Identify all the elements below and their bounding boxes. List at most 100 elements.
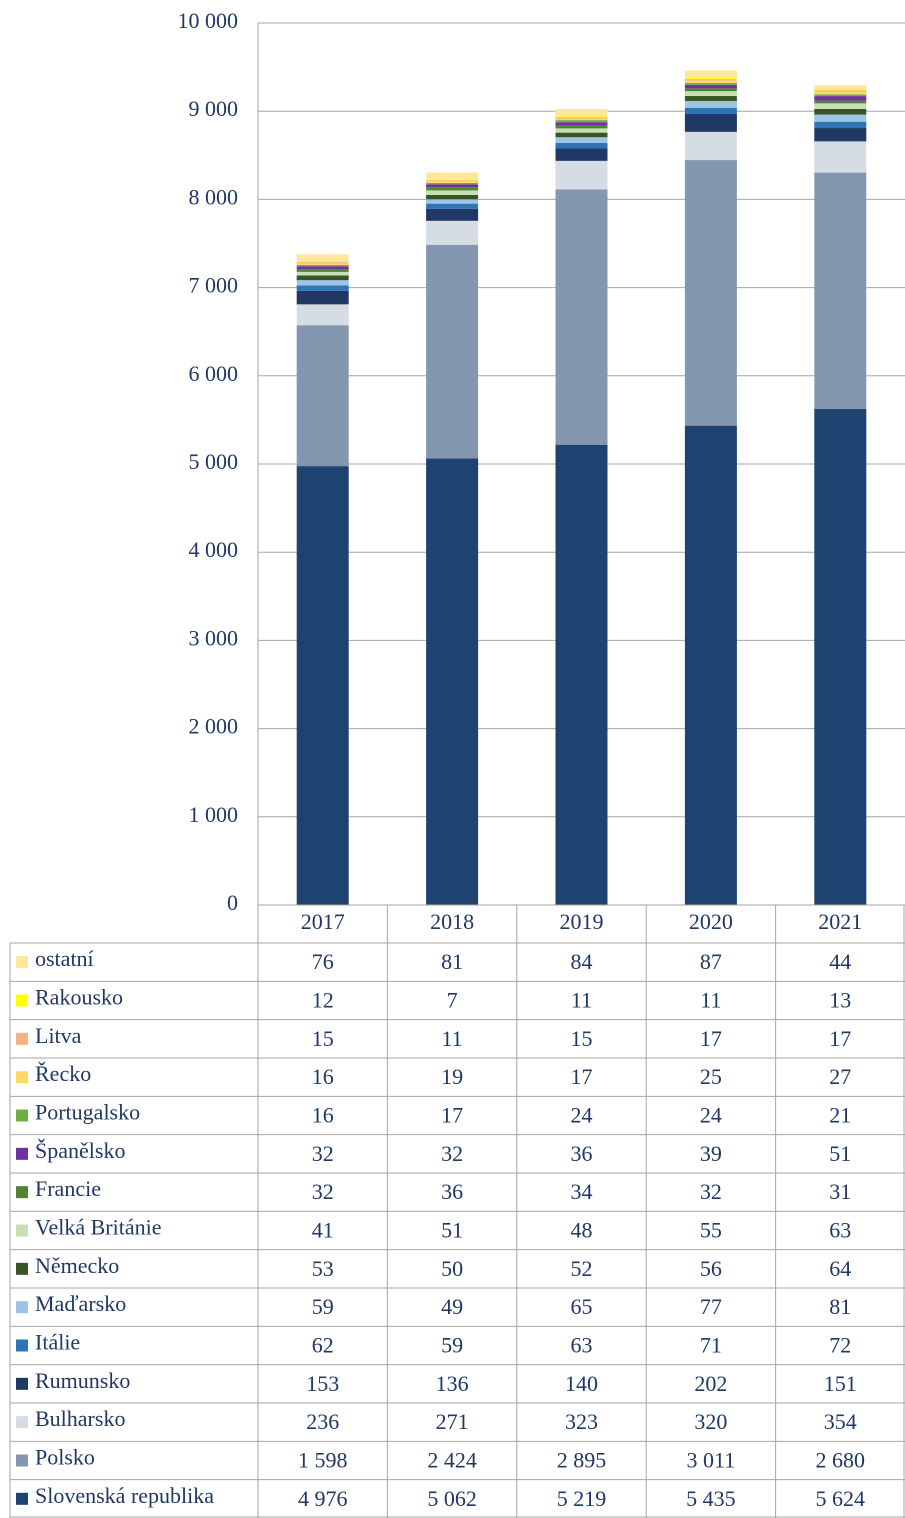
data-label: 87 [700,949,722,974]
bar-segment [814,90,867,92]
data-label: 27 [829,1064,851,1089]
legend-swatch [16,1377,28,1390]
bar-segment [814,141,867,173]
data-label: 5 219 [557,1486,607,1511]
legend-swatch [16,1262,28,1275]
data-label: 323 [565,1409,598,1434]
legend-swatch [16,1032,28,1045]
legend-label: Itálie [35,1330,80,1355]
data-label: 11 [700,988,721,1013]
bar-segment [426,244,479,459]
bar-segment [555,116,608,118]
data-label: 36 [571,1141,593,1166]
bar-segment [426,203,479,209]
legend-swatch [16,994,28,1007]
bar-segment [814,108,867,115]
y-tick-label: 6 000 [189,361,239,386]
data-label: 71 [700,1333,722,1358]
bar-segment [684,78,737,80]
bar-segment [814,121,867,129]
data-label: 25 [700,1064,722,1089]
bar-segment [426,199,479,204]
y-tick-label: 9 000 [189,96,239,121]
data-label: 16 [312,1103,334,1128]
bar-segment [296,304,349,326]
bar-segment [684,70,737,79]
data-label: 51 [829,1141,851,1166]
data-label: 354 [824,1409,857,1434]
bar-segment [296,261,349,263]
bar-segment [555,148,608,161]
legend-label: Španělsko [35,1138,125,1163]
data-label: 32 [312,1179,334,1204]
bar-segment [555,125,608,129]
bar-segment [426,179,479,181]
data-label: 17 [829,1026,851,1051]
legend-label: Řecko [35,1061,91,1086]
y-tick-label: 1 000 [189,802,239,827]
bar-segment [684,131,737,161]
bar-segment [684,82,737,85]
bar-segment [296,269,349,272]
bar-segment [814,94,867,97]
data-label: 64 [829,1256,851,1281]
bar-segment [684,91,737,97]
data-label: 21 [829,1103,851,1128]
bar-segment [684,114,737,132]
data-label: 31 [829,1179,851,1204]
data-label: 1 598 [298,1448,348,1473]
y-tick-label: 2 000 [189,714,239,739]
data-label: 56 [700,1256,722,1281]
legend-label: Maďarsko [35,1291,126,1316]
bar-segment [555,137,608,143]
data-label: 24 [571,1103,593,1128]
data-label: 72 [829,1333,851,1358]
bar-segment [555,189,608,445]
data-label: 236 [306,1409,339,1434]
legend-label: Polsko [35,1445,95,1470]
legend-swatch [16,1301,28,1314]
data-label: 320 [694,1409,727,1434]
data-label: 5 062 [427,1486,477,1511]
data-label: 24 [700,1103,722,1128]
bar-segment [684,88,737,92]
data-label: 81 [829,1294,851,1319]
bar-segment [296,271,349,276]
bar-segment [426,187,479,191]
legend-label: Velká Británie [35,1215,161,1240]
y-tick-label: 7 000 [189,273,239,298]
bar-segment [814,103,867,109]
data-label: 32 [312,1141,334,1166]
bar-segment [814,85,867,90]
data-label: 76 [312,949,334,974]
data-label: 2 895 [557,1448,607,1473]
data-label: 136 [436,1371,469,1396]
bar-segment [555,118,608,121]
data-label: 2 680 [816,1448,866,1473]
data-label: 17 [700,1026,722,1051]
legend-label: Bulharsko [35,1406,125,1431]
y-tick-label: 8 000 [189,184,239,209]
bar-segment [814,114,867,122]
bar-segment [296,275,349,281]
legend-swatch [16,956,28,969]
data-label: 15 [571,1026,593,1051]
data-label: 51 [441,1218,463,1243]
bar-segment [555,142,608,149]
data-label: 39 [700,1141,722,1166]
data-label: 55 [700,1218,722,1243]
bar-segment [426,190,479,195]
data-label: 153 [306,1371,339,1396]
bar-segment [555,444,608,905]
bar-segment [814,100,867,104]
bar-segment [426,194,479,200]
bar-segment [555,108,608,117]
bar-segment [814,128,867,142]
legend-swatch [16,1454,28,1467]
y-tick-label: 3 000 [189,625,239,650]
legend-label: Litva [35,1023,82,1048]
bar-segment [296,285,349,291]
data-label: 63 [829,1218,851,1243]
data-label: 11 [442,1026,463,1051]
data-label: 271 [436,1409,469,1434]
